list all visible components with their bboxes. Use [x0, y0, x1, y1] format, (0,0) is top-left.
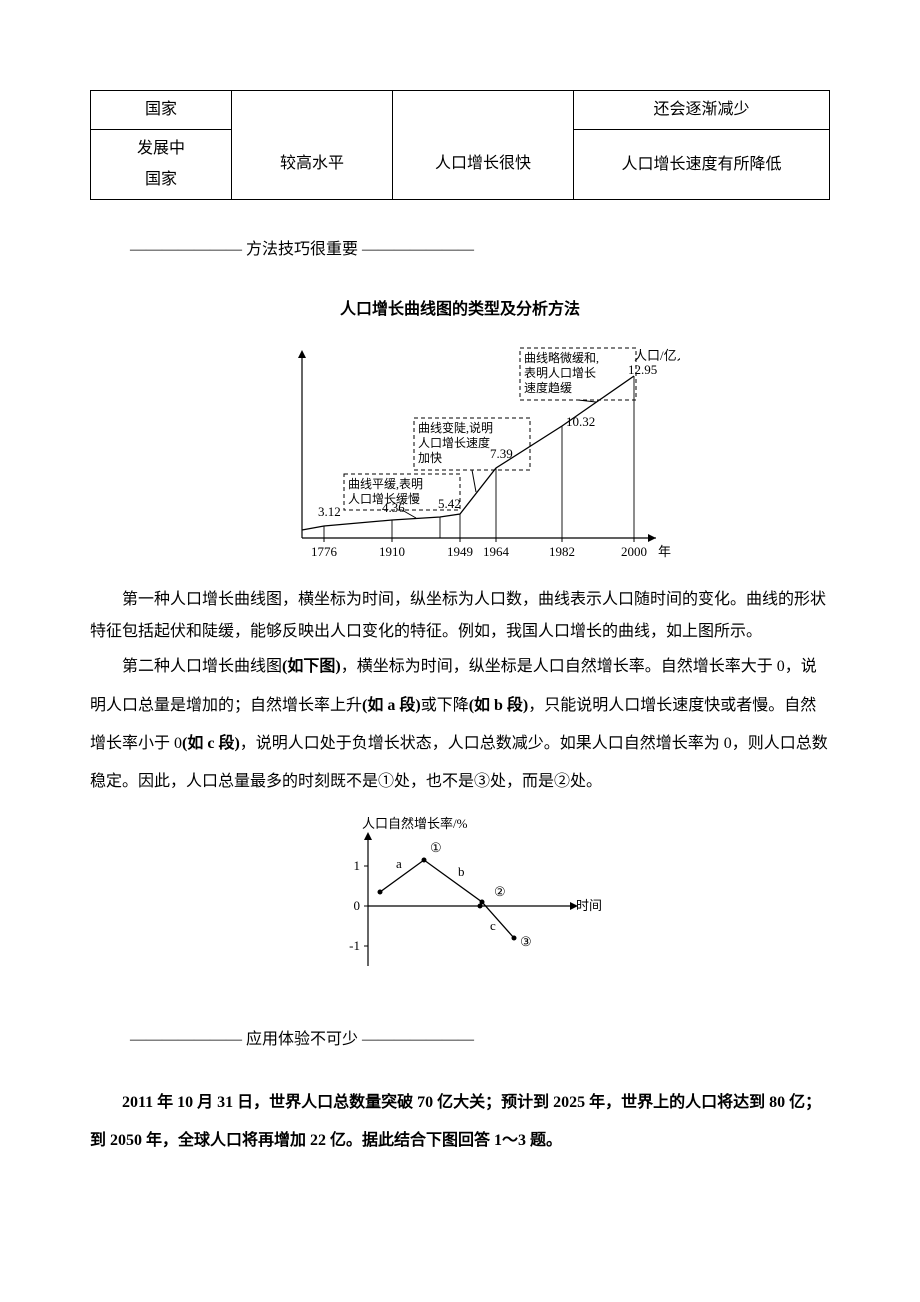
svg-text:12.95: 12.95	[628, 362, 657, 377]
svg-text:2000: 2000	[621, 544, 647, 559]
text-run-bold: (如 a 段)	[362, 697, 421, 714]
section-title: 人口增长曲线图的类型及分析方法	[90, 294, 830, 326]
paragraph-chart1-desc: 第一种人口增长曲线图，横坐标为时间，纵坐标为人口数，曲线表示人口随时间的变化。曲…	[90, 584, 830, 648]
natural-growth-rate-chart: 1 0 -1 人口自然增长率/% 时间 a ① b ② c ③	[90, 810, 830, 990]
table-row: 国家 还会逐渐减少	[91, 91, 830, 130]
svg-text:7.39: 7.39	[490, 446, 513, 461]
svg-text:人口增长速度: 人口增长速度	[418, 435, 490, 450]
svg-text:1776: 1776	[311, 544, 338, 559]
svg-text:时间: 时间	[576, 898, 602, 913]
svg-text:c: c	[490, 918, 496, 933]
svg-text:-1: -1	[349, 938, 360, 953]
question-intro: 2011 年 10 月 31 日，世界人口总数量突破 70 亿大关；预计到 20…	[90, 1084, 830, 1161]
population-growth-chart-1: 177619101949196419822000年人口/亿人3.124.365.…	[90, 340, 830, 570]
paragraph-chart2-desc: 第二种人口增长曲线图(如下图)，横坐标为时间，纵坐标是人口自然增长率。自然增长率…	[90, 648, 830, 802]
svg-text:②: ②	[494, 884, 506, 899]
svg-text:b: b	[458, 864, 465, 879]
text-run-bold: (如下图)	[282, 658, 341, 675]
cell-level: 较高水平	[232, 130, 393, 200]
svg-text:速度趋缓: 速度趋缓	[524, 380, 572, 395]
cell-text-line2: 国家	[145, 171, 177, 188]
svg-text:人口增长缓慢: 人口增长缓慢	[348, 492, 420, 506]
svg-text:1910: 1910	[379, 544, 405, 559]
document-page: 国家 还会逐渐减少 发展中 国家 较高水平 人口增长很快 人口增长速度有所降低 …	[0, 0, 920, 1221]
text-run-bold: (如 b 段)	[469, 697, 529, 714]
cell-country-dev: 发展中 国家	[91, 130, 232, 200]
svg-text:曲线略微缓和,: 曲线略微缓和,	[524, 350, 599, 365]
svg-text:加快: 加快	[418, 451, 442, 465]
svg-text:0: 0	[354, 898, 361, 913]
comparison-table: 国家 还会逐渐减少 发展中 国家 较高水平 人口增长很快 人口增长速度有所降低	[90, 90, 830, 200]
cell-blank	[393, 91, 574, 130]
cell-text-line1: 发展中	[137, 140, 185, 157]
svg-text:a: a	[396, 856, 402, 871]
cell-country-label: 国家	[91, 91, 232, 130]
chart1-svg: 177619101949196419822000年人口/亿人3.124.365.…	[240, 340, 680, 570]
svg-text:3.12: 3.12	[318, 504, 341, 519]
cell-result: 还会逐渐减少	[574, 91, 830, 130]
svg-text:1982: 1982	[549, 544, 575, 559]
table-row: 发展中 国家 较高水平 人口增长很快 人口增长速度有所降低	[91, 130, 830, 200]
svg-text:10.32: 10.32	[566, 414, 595, 429]
section-divider-methods: ——————— 方法技巧很重要 ———————	[130, 234, 830, 266]
svg-text:表明人口增长: 表明人口增长	[524, 366, 596, 380]
svg-text:1949: 1949	[447, 544, 473, 559]
cell-growth: 人口增长很快	[393, 130, 574, 200]
chart2-svg: 1 0 -1 人口自然增长率/% 时间 a ① b ② c ③	[310, 810, 610, 990]
text-run: 第二种人口增长曲线图	[122, 658, 282, 675]
section-divider-application: ——————— 应用体验不可少 ———————	[130, 1024, 830, 1056]
cell-trend: 人口增长速度有所降低	[574, 130, 830, 200]
svg-text:1964: 1964	[483, 544, 510, 559]
svg-text:①: ①	[430, 840, 442, 855]
svg-text:人口自然增长率/%: 人口自然增长率/%	[362, 816, 468, 831]
svg-text:③: ③	[520, 934, 532, 949]
svg-text:曲线变陡,说明: 曲线变陡,说明	[418, 420, 493, 435]
text-run: 或下降	[421, 697, 469, 714]
cell-blank	[232, 91, 393, 130]
svg-text:5.42: 5.42	[438, 496, 461, 511]
svg-text:人口/亿人: 人口/亿人	[634, 348, 680, 363]
text-run-bold: (如 c 段)	[182, 735, 240, 752]
svg-text:1: 1	[354, 858, 361, 873]
svg-text:曲线平缓,表明: 曲线平缓,表明	[348, 477, 423, 491]
svg-text:年: 年	[658, 544, 671, 559]
